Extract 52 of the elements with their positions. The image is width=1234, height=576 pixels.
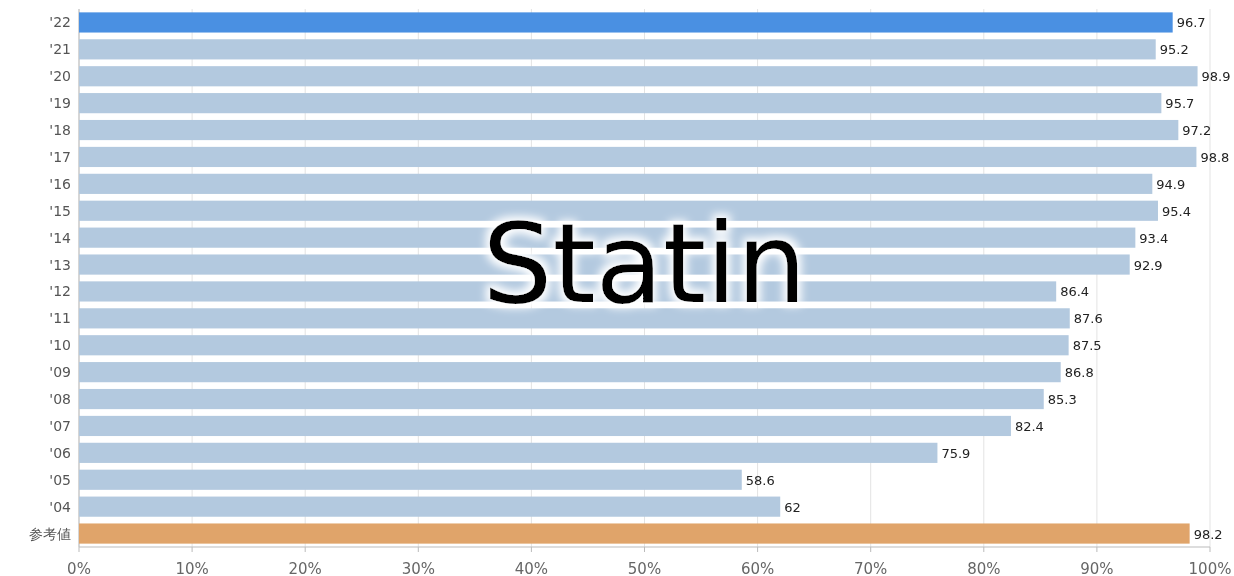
x-tick-label: 10% — [175, 560, 209, 576]
y-tick-label: '04 — [49, 498, 72, 515]
y-tick-label: '07 — [49, 417, 71, 434]
y-tick-label: '15 — [49, 202, 71, 219]
x-tick-label: 60% — [740, 560, 775, 576]
data-label: 98.8 — [1200, 149, 1230, 165]
y-tick-label: '19 — [49, 95, 71, 112]
text: Statin — [482, 200, 807, 328]
y-tick-label: '21 — [49, 41, 71, 58]
x-tick-label: 70% — [854, 560, 888, 576]
data-label: 95.4 — [1161, 203, 1191, 219]
data-label: 87.6 — [1073, 311, 1103, 327]
data-label: 94.9 — [1156, 176, 1186, 192]
y-tick-label: '13 — [49, 256, 71, 273]
y-tick-label: '08 — [49, 391, 71, 408]
data-label: 92.9 — [1133, 257, 1163, 273]
data-label: 62 — [784, 499, 801, 515]
y-tick-label: 参考値 — [29, 525, 71, 542]
data-label: 96.7 — [1176, 15, 1206, 31]
data-label: 95.7 — [1165, 96, 1195, 112]
y-tick-label: '10 — [49, 337, 71, 354]
data-label: 87.5 — [1072, 338, 1102, 354]
y-tick-label: '17 — [49, 148, 71, 165]
data-label: 75.9 — [941, 445, 971, 461]
x-tick-label: 50% — [627, 560, 662, 576]
y-tick-label: '16 — [49, 175, 72, 192]
x-tick-label: 30% — [401, 560, 435, 576]
y-tick-label: '11 — [49, 310, 71, 327]
data-label: 98.9 — [1201, 69, 1231, 85]
y-tick-label: '12 — [49, 283, 71, 300]
y-tick-label: '09 — [49, 364, 71, 381]
y-tick-label: '20 — [49, 68, 71, 85]
data-label: 95.2 — [1159, 42, 1189, 58]
data-label: 85.3 — [1047, 392, 1077, 408]
x-tick-label: 0% — [67, 560, 91, 576]
x-tick-label: 80% — [967, 560, 1001, 576]
x-tick-label: 20% — [288, 560, 322, 576]
y-tick-label: '06 — [49, 444, 72, 461]
data-label: 86.8 — [1064, 365, 1094, 381]
data-label: 97.2 — [1182, 123, 1212, 139]
x-tick-label: 40% — [514, 560, 549, 576]
y-tick-label: '22 — [49, 14, 71, 31]
y-tick-label: '05 — [49, 471, 71, 488]
x-tick-label: 90% — [1080, 560, 1114, 576]
data-label: 93.4 — [1139, 230, 1169, 246]
data-label: 86.4 — [1060, 284, 1090, 300]
data-label: 82.4 — [1014, 418, 1044, 434]
data-label: 98.2 — [1193, 526, 1223, 542]
y-tick-label: '14 — [49, 229, 72, 246]
data-label: 58.6 — [745, 472, 775, 488]
y-tick-label: '18 — [49, 122, 71, 139]
x-tick-label: 100% — [1188, 560, 1232, 576]
